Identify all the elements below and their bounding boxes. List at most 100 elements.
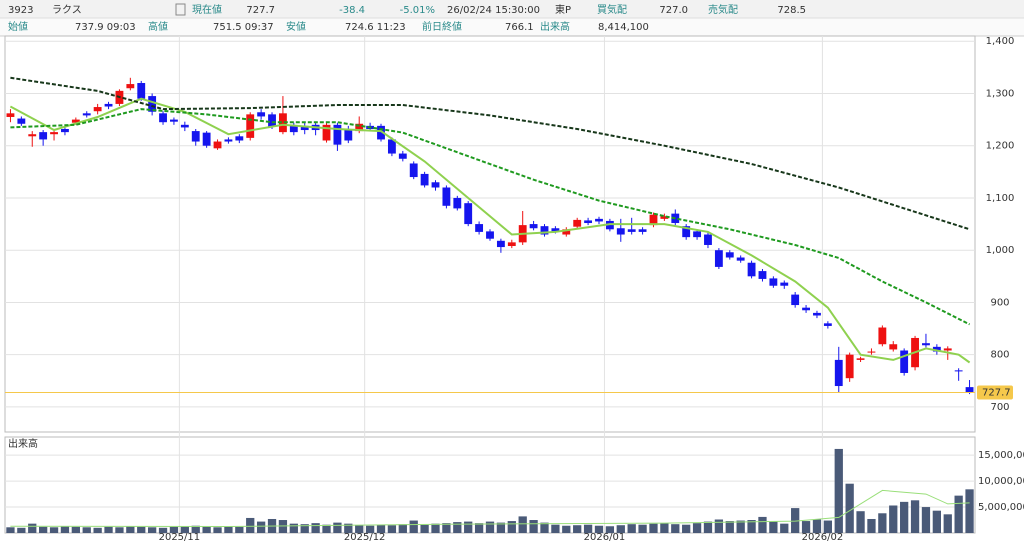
candle-body: [61, 128, 69, 133]
candle-body: [50, 132, 58, 135]
volume-bar: [758, 516, 767, 533]
candle-body: [704, 234, 712, 245]
volume-bar: [649, 523, 658, 533]
candle-body: [159, 113, 167, 123]
volume-bar: [333, 522, 342, 533]
volume-bar: [551, 524, 560, 533]
candle-body: [627, 229, 636, 232]
volume-bar: [202, 526, 211, 533]
volume-bar: [692, 523, 702, 533]
y-tick-label: 900: [990, 297, 1009, 308]
volume-bar: [845, 483, 854, 533]
candle-body: [649, 214, 658, 226]
volume-bar: [801, 521, 811, 533]
volume-bar: [562, 525, 571, 533]
volume-bar: [322, 524, 331, 533]
candle-body: [584, 220, 593, 224]
volume-bar: [464, 521, 473, 533]
volume-bar: [791, 508, 800, 533]
candle-body: [268, 114, 276, 127]
volume-bar: [376, 524, 386, 533]
volume-bar: [540, 522, 549, 533]
volume-bar: [496, 522, 506, 533]
volume-bar: [725, 521, 734, 533]
volume-bar: [453, 522, 462, 533]
volume-bar: [93, 527, 102, 533]
value: 8,414,100: [598, 22, 649, 33]
candle-body: [889, 344, 898, 350]
label: 出来高: [540, 20, 570, 33]
y-tick-label: 1,200: [986, 141, 1015, 152]
volume-bar: [442, 523, 451, 533]
candle-body: [802, 307, 810, 311]
volume-bar: [60, 526, 70, 533]
volume-bar: [507, 521, 516, 533]
volume-bar: [943, 514, 952, 533]
candle-body: [660, 216, 669, 219]
time: 26/02/24 15:30:00: [447, 5, 540, 16]
volume-bar: [28, 523, 37, 533]
volume-bar: [300, 524, 309, 533]
candle-body: [943, 348, 952, 351]
volume-bar: [278, 520, 288, 533]
market: 東P: [555, 3, 571, 16]
icon[interactable]: [175, 3, 186, 16]
volume-bar: [474, 523, 484, 533]
candle-body: [529, 224, 538, 229]
volume-bar: [6, 527, 15, 533]
volume-bar: [921, 507, 931, 533]
volume-bar: [256, 521, 266, 533]
volume-bar: [823, 520, 833, 533]
candle-body: [398, 153, 407, 159]
volume-bar: [932, 510, 941, 533]
candle-body: [464, 203, 473, 225]
volume-bar: [627, 524, 636, 533]
candle-body: [540, 226, 549, 235]
volume-bar: [191, 525, 200, 533]
ma-line: [10, 108, 971, 326]
value: 766.1: [505, 22, 534, 33]
volume-bar: [365, 525, 375, 533]
y-tick-label: 1,100: [986, 193, 1015, 204]
candle-body: [431, 182, 440, 188]
candle-body: [344, 128, 353, 141]
volume-bar: [213, 527, 222, 533]
volume-bar: [889, 505, 898, 533]
value: 737.9 09:03: [75, 22, 136, 33]
volume-bar: [703, 521, 713, 533]
candle-body: [409, 163, 418, 178]
candle-body: [224, 139, 233, 142]
label: 買気配: [597, 3, 627, 16]
candle-body: [758, 271, 767, 279]
volume-bar: [115, 527, 124, 533]
y-tick-label: 800: [990, 350, 1009, 361]
candle-body: [387, 139, 396, 154]
y2-tick-label: 10,000,000: [978, 476, 1024, 487]
volume-bar: [714, 519, 724, 533]
candle-body: [148, 96, 157, 112]
volume-bar: [147, 527, 157, 533]
x-tick-label: 2026/02: [802, 532, 844, 541]
volume-bar: [137, 526, 146, 533]
candle-body: [954, 370, 963, 372]
candle-body: [900, 350, 909, 373]
candle-body: [6, 113, 15, 117]
candle-body: [747, 262, 756, 277]
candle-body: [39, 132, 48, 140]
value: 727.7: [246, 5, 275, 16]
volume-bar: [954, 495, 963, 533]
candle-body: [562, 229, 571, 235]
candle-body: [932, 346, 941, 352]
volume-bar: [910, 500, 920, 533]
volume-bar: [246, 517, 255, 533]
candle-body: [616, 228, 625, 235]
volume-bar: [355, 525, 364, 533]
candle-body: [17, 118, 26, 124]
candle-body: [180, 124, 189, 128]
candle-body: [475, 224, 484, 232]
volume-bar: [638, 524, 647, 533]
header-row: [0, 18, 1024, 36]
change: -38.4: [339, 5, 365, 16]
panel-label: 出来高: [8, 437, 38, 450]
